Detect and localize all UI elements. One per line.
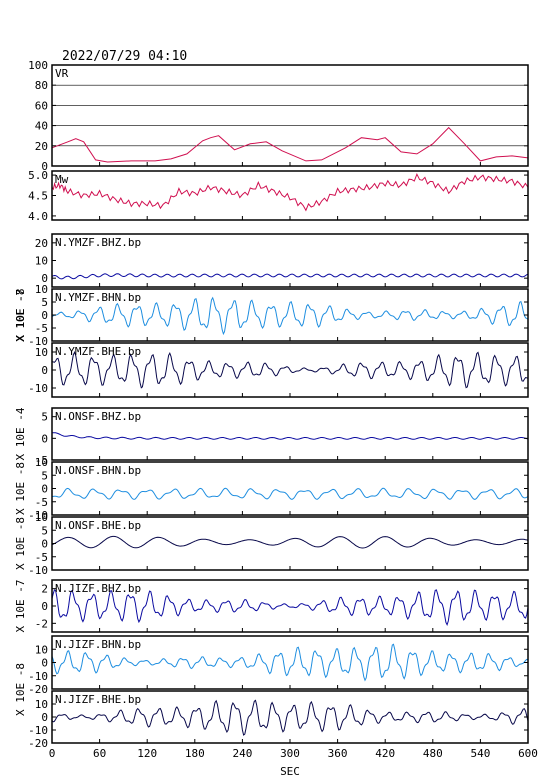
ytick-label-n-ymzf-bhe-bp-0: 0 xyxy=(41,364,48,377)
exponent-label-5: X 10E -7 xyxy=(14,580,27,633)
panel-label-n-ymzf-bhz-bp: N.YMZF.BHZ.bp xyxy=(55,236,141,249)
ytick-label-n-jizf-bhe-bp--20: -20 xyxy=(28,737,48,750)
xtick-label-0: 0 xyxy=(49,747,56,760)
ytick-label-n-onsf-bhe-bp--10: -10 xyxy=(28,564,48,577)
xtick-label-540: 540 xyxy=(470,747,490,760)
trace-vr xyxy=(51,126,529,163)
ytick-label-n-jizf-bhe-bp-10: 10 xyxy=(35,698,48,711)
ytick-label-n-ymzf-bhn-bp-10: 10 xyxy=(35,283,48,296)
panel-label-n-onsf-bhn-bp: N.ONSF.BHN.bp xyxy=(55,464,141,477)
xtick-label-600: 600 xyxy=(518,747,538,760)
panel-frame-mw xyxy=(51,170,529,221)
ytick-label-n-ymzf-bhz-bp-20: 20 xyxy=(35,237,48,250)
ytick-label-n-onsf-bhn-bp-0: 0 xyxy=(41,483,48,496)
panel-label-n-ymzf-bhe-bp: N.YMZF.BHE.bp xyxy=(55,345,141,358)
trace-n-ymzf-bhe-bp xyxy=(51,351,529,389)
panel-label-vr: VR xyxy=(55,67,69,80)
ytick-label-n-jizf-bhn-bp-0: 0 xyxy=(41,657,48,670)
ytick-label-n-jizf-bhz-bp--2: -2 xyxy=(35,617,48,630)
ytick-label-n-ymzf-bhz-bp-10: 10 xyxy=(35,255,48,268)
panel-label-n-onsf-bhz-bp: N.ONSF.BHZ.bp xyxy=(55,410,141,423)
xtick-label-420: 420 xyxy=(375,747,395,760)
ytick-label-mw-4.5: 4.5 xyxy=(28,190,48,203)
ytick-label-n-jizf-bhn-bp-10: 10 xyxy=(35,643,48,656)
trace-n-jizf-bhn-bp xyxy=(51,643,529,682)
ytick-label-n-ymzf-bhz-bp-0: 0 xyxy=(41,272,48,285)
ytick-label-vr-40: 40 xyxy=(35,120,48,133)
xtick-label-120: 120 xyxy=(137,747,157,760)
trace-mw xyxy=(51,172,529,212)
ytick-label-vr-100: 100 xyxy=(28,59,48,72)
exponent-label-2: X 10E -4 xyxy=(14,407,27,460)
ytick-label-n-jizf-bhz-bp-0: 0 xyxy=(41,600,48,613)
panel-label-n-ymzf-bhn-bp: N.YMZF.BHN.bp xyxy=(55,291,141,304)
ytick-label-vr-60: 60 xyxy=(35,99,48,112)
x-axis-label: SEC xyxy=(280,765,300,778)
ytick-label-n-onsf-bhn-bp-10: 10 xyxy=(35,456,48,469)
exponent-label-3: X 10E -8 xyxy=(14,462,27,515)
trace-n-jizf-bhz-bp xyxy=(51,589,529,627)
panel-label-mw: Mw xyxy=(55,173,69,186)
exponent-label-4: X 10E -8 xyxy=(14,517,27,570)
trace-n-onsf-bhz-bp xyxy=(52,432,529,440)
ytick-label-n-jizf-bhe-bp--10: -10 xyxy=(28,724,48,737)
trace-n-onsf-bhn-bp xyxy=(51,487,529,500)
ytick-label-n-ymzf-bhn-bp-0: 0 xyxy=(41,309,48,322)
ytick-label-mw-4: 4.0 xyxy=(28,210,48,223)
xtick-label-300: 300 xyxy=(280,747,300,760)
ytick-label-n-onsf-bhn-bp-5: 5 xyxy=(41,469,48,482)
ytick-label-n-jizf-bhe-bp-0: 0 xyxy=(41,711,48,724)
exponent-label-6: X 10E -8 xyxy=(14,663,27,716)
ytick-label-n-onsf-bhe-bp-5: 5 xyxy=(41,524,48,537)
datetime-label: 2022/07/29 04:10 xyxy=(62,49,188,64)
ytick-label-n-onsf-bhe-bp-10: 10 xyxy=(35,511,48,524)
ytick-label-n-jizf-bhn-bp--20: -20 xyxy=(28,683,48,696)
ytick-label-n-onsf-bhz-bp-5: 5 xyxy=(41,411,48,424)
ytick-label-n-ymzf-bhe-bp-10: 10 xyxy=(35,346,48,359)
ytick-label-vr-20: 20 xyxy=(35,140,48,153)
trace-n-ymzf-bhn-bp xyxy=(51,296,529,336)
ytick-label-n-onsf-bhz-bp-0: 0 xyxy=(41,432,48,445)
ytick-label-n-jizf-bhn-bp--10: -10 xyxy=(28,670,48,683)
ytick-label-n-ymzf-bhn-bp--5: -5 xyxy=(35,322,48,335)
ytick-label-vr-80: 80 xyxy=(35,79,48,92)
panel-label-n-jizf-bhn-bp: N.JIZF.BHN.bp xyxy=(55,638,141,651)
panel-label-n-jizf-bhz-bp: N.JIZF.BHZ.bp xyxy=(55,582,141,595)
panel-frame-vr xyxy=(51,64,529,167)
ytick-label-n-ymzf-bhe-bp--10: -10 xyxy=(28,382,48,395)
ytick-label-n-ymzf-bhn-bp-5: 5 xyxy=(41,296,48,309)
panel-label-n-onsf-bhe-bp: N.ONSF.BHE.bp xyxy=(55,519,141,532)
exponent-label-1: X 10E -8 xyxy=(14,289,27,342)
ytick-label-vr-0: 0 xyxy=(41,160,48,173)
ytick-label-n-ymzf-bhn-bp--10: -10 xyxy=(28,335,48,348)
ytick-label-n-onsf-bhz-bp--5: -5 xyxy=(35,454,48,467)
ytick-label-n-onsf-bhe-bp--5: -5 xyxy=(35,551,48,564)
panel-label-n-jizf-bhe-bp: N.JIZF.BHE.bp xyxy=(55,693,141,706)
ytick-label-n-onsf-bhn-bp--10: -10 xyxy=(28,509,48,522)
trace-n-ymzf-bhz-bp xyxy=(51,273,529,280)
ytick-label-n-onsf-bhe-bp-0: 0 xyxy=(41,538,48,551)
trace-n-jizf-bhe-bp xyxy=(51,699,529,736)
xtick-label-360: 360 xyxy=(328,747,348,760)
xtick-label-180: 180 xyxy=(185,747,205,760)
trace-n-onsf-bhe-bp xyxy=(51,535,529,549)
ytick-label-n-onsf-bhn-bp--5: -5 xyxy=(35,496,48,509)
xtick-label-240: 240 xyxy=(232,747,252,760)
ytick-label-n-jizf-bhz-bp-2: 2 xyxy=(41,583,48,596)
xtick-label-60: 60 xyxy=(93,747,106,760)
exponent-label-0: X 10E -7 xyxy=(14,289,27,342)
xtick-label-480: 480 xyxy=(423,747,443,760)
ytick-label-mw-5: 5.0 xyxy=(28,169,48,182)
